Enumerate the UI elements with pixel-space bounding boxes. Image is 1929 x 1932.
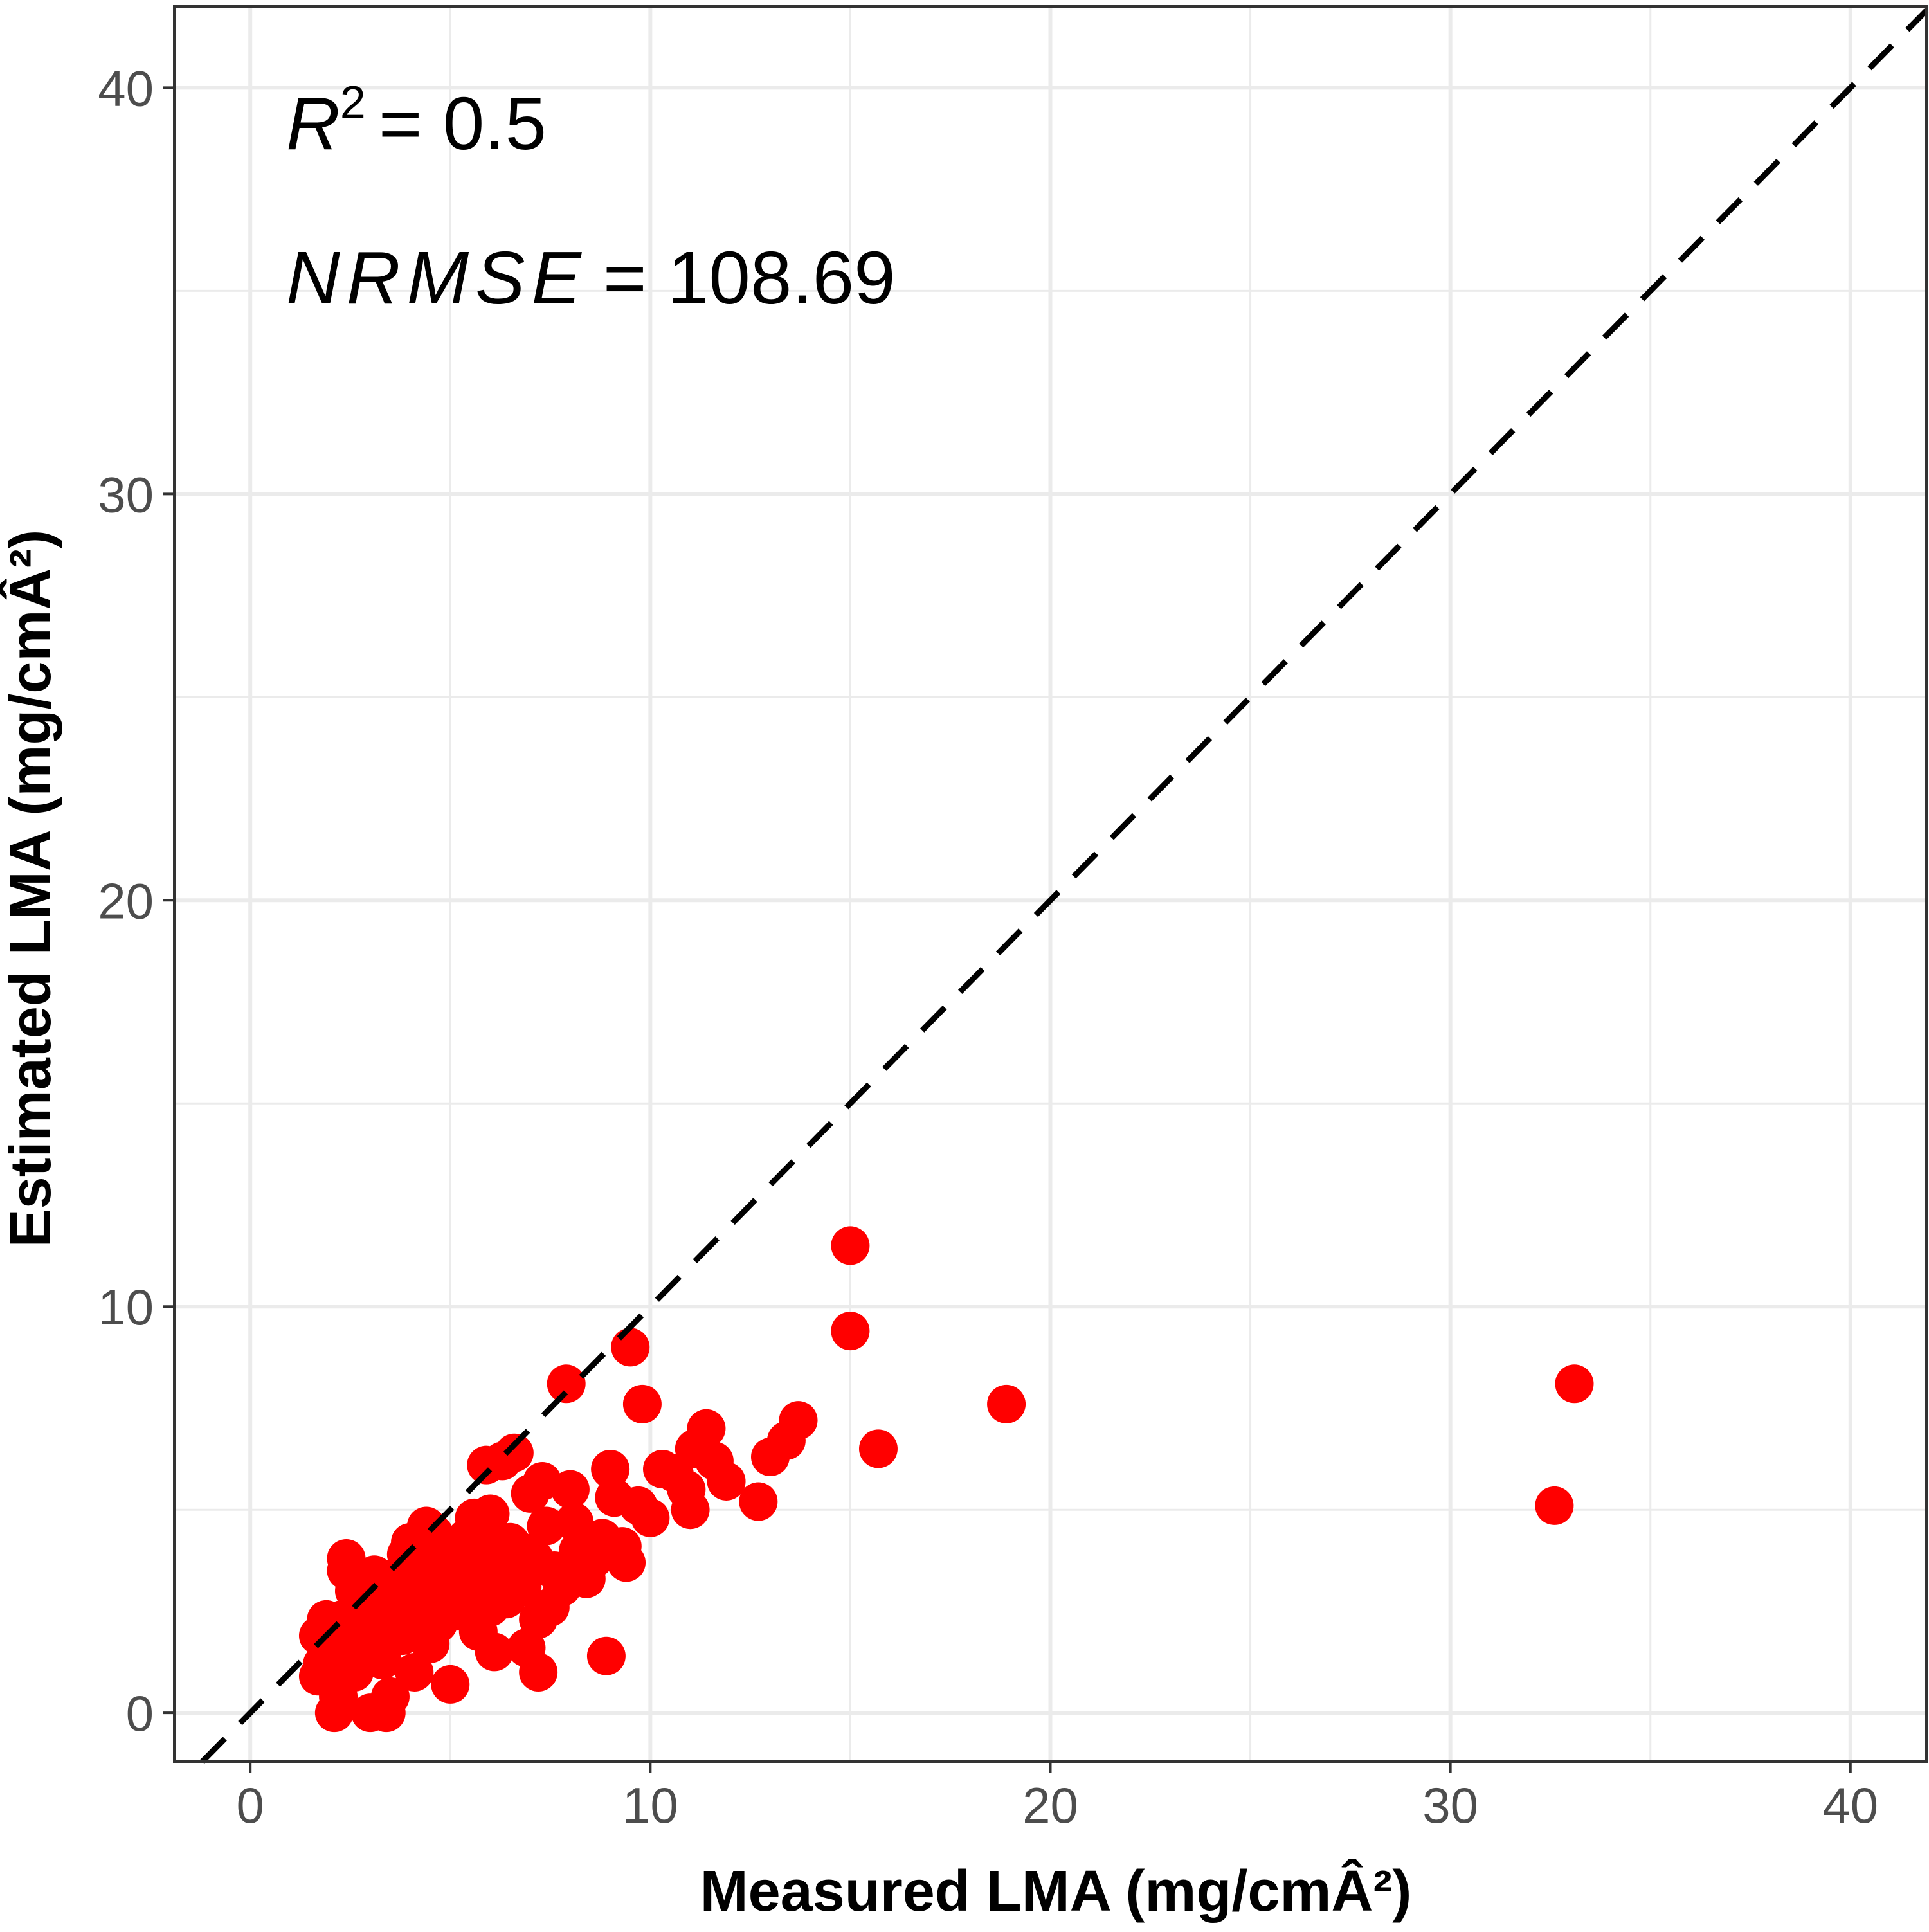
data-point xyxy=(298,1616,338,1656)
data-point xyxy=(431,1665,470,1704)
r-squared-exponent: 2 xyxy=(340,77,366,129)
data-point xyxy=(1555,1364,1594,1404)
y-tick-label: 10 xyxy=(98,1279,154,1335)
x-axis-ticks: 0 10 20 30 40 xyxy=(237,1762,1878,1834)
data-point xyxy=(586,1636,626,1675)
nrmse-value: = 108.69 xyxy=(603,236,896,320)
data-point xyxy=(427,1539,466,1578)
data-point xyxy=(622,1384,662,1423)
data-point xyxy=(595,1478,634,1517)
x-tick-label: 0 xyxy=(237,1777,264,1834)
identity-reference-line xyxy=(200,8,1929,1764)
data-point xyxy=(499,1531,538,1570)
x-tick-label: 40 xyxy=(1822,1777,1878,1834)
data-point xyxy=(831,1226,870,1265)
x-tick-label: 20 xyxy=(1022,1777,1078,1834)
data-point xyxy=(455,1498,494,1537)
data-point xyxy=(314,1693,354,1733)
data-point xyxy=(987,1384,1026,1423)
y-tick-label: 0 xyxy=(126,1685,154,1742)
data-point xyxy=(1535,1486,1574,1525)
data-point xyxy=(831,1312,870,1351)
data-point xyxy=(750,1438,790,1477)
r-squared-value: = 0.5 xyxy=(379,82,547,165)
r-squared-annotation: R2 = 0.5 xyxy=(286,77,547,165)
data-point xyxy=(327,1539,366,1578)
x-axis-title: Measured LMA (mg/cmÂ²) xyxy=(700,1858,1412,1924)
data-point xyxy=(350,1693,390,1733)
y-axis-title: Estimated LMA (mg/cmÂ²) xyxy=(0,530,63,1248)
data-point xyxy=(507,1629,546,1668)
data-points xyxy=(298,1226,1594,1733)
data-point xyxy=(406,1612,446,1651)
data-point xyxy=(591,1450,630,1488)
y-axis-ticks: 0 10 20 30 40 xyxy=(98,60,174,1742)
data-point xyxy=(671,1490,710,1530)
data-point xyxy=(547,1364,586,1404)
data-point xyxy=(511,1474,550,1513)
nrmse-annotation: NRMSE = 108.69 xyxy=(286,236,896,320)
y-tick-label: 40 xyxy=(98,60,154,116)
data-point xyxy=(858,1429,898,1468)
nrmse-label: NRMSE xyxy=(286,236,588,320)
data-point xyxy=(298,1657,338,1696)
data-point xyxy=(739,1482,778,1521)
x-tick-label: 10 xyxy=(622,1777,678,1834)
y-tick-label: 20 xyxy=(98,872,154,929)
data-point xyxy=(467,1445,506,1485)
data-point xyxy=(555,1503,594,1542)
data-point xyxy=(611,1328,650,1367)
data-point xyxy=(395,1652,434,1692)
data-point xyxy=(643,1450,682,1488)
x-tick-label: 30 xyxy=(1422,1777,1478,1834)
y-tick-label: 30 xyxy=(98,466,154,523)
data-point xyxy=(530,1587,570,1627)
r-squared-symbol: R xyxy=(286,82,340,165)
